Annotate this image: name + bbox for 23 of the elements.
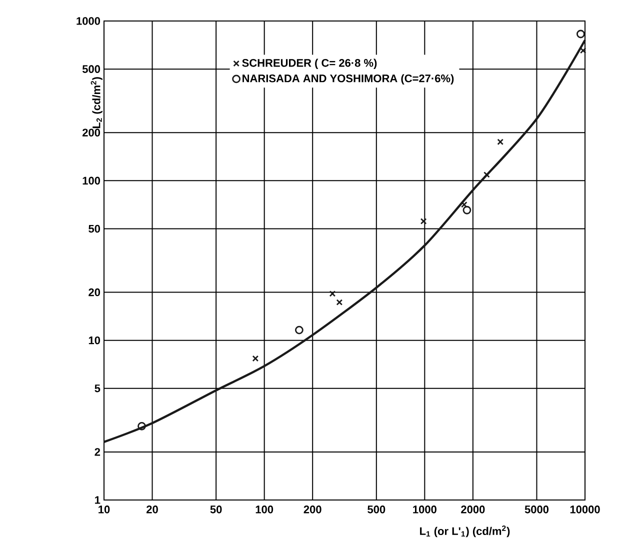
y-tick-label: 500 bbox=[82, 65, 100, 73]
x-tick-label: 1000 bbox=[413, 506, 436, 514]
y-tick-label: 50 bbox=[88, 224, 100, 233]
x-tick-label: 200 bbox=[304, 506, 322, 514]
y-axis-title: L$_{2}$ (cd/m$^{2}$) bbox=[90, 77, 102, 128]
y-tick-label: 200 bbox=[82, 128, 100, 137]
x-tick-label: 5000 bbox=[524, 506, 549, 514]
y-tick-label: 1 bbox=[95, 496, 100, 504]
x-tick-label: 10000 bbox=[570, 506, 600, 514]
y-tick-label: 100 bbox=[82, 176, 100, 185]
y-tick-label: 20 bbox=[88, 288, 100, 296]
legend-label: SCHREUDER ( C= 26·8 %) bbox=[242, 58, 377, 69]
y-tick-label: 5 bbox=[94, 384, 100, 392]
x-tick-label: 500 bbox=[368, 506, 386, 514]
x-axis-title: L$_{1}$ (or L'$_{1}$) (cd/m$^{2}$) bbox=[420, 526, 510, 538]
y-tick-label: 10 bbox=[88, 336, 100, 344]
legend-label: NARISADA AND YOSHIMORA (C=27·6%) bbox=[242, 74, 454, 84]
x-tick-label: 20 bbox=[146, 506, 158, 514]
x-tick-label: 50 bbox=[210, 506, 222, 514]
y-tick-label: 2 bbox=[94, 448, 100, 456]
x-tick-label: 100 bbox=[256, 506, 274, 514]
x-tick-label: 2000 bbox=[461, 506, 485, 514]
y-tick-label: 1000 bbox=[76, 17, 100, 25]
